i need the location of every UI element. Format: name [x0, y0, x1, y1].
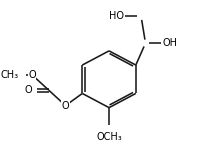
Text: CH₃: CH₃ — [1, 70, 19, 80]
Text: OCH₃: OCH₃ — [96, 132, 122, 142]
Text: OH: OH — [162, 38, 177, 48]
Text: O: O — [62, 101, 69, 111]
Text: O: O — [28, 70, 36, 80]
Text: HO: HO — [109, 11, 124, 21]
Text: O: O — [24, 85, 32, 95]
